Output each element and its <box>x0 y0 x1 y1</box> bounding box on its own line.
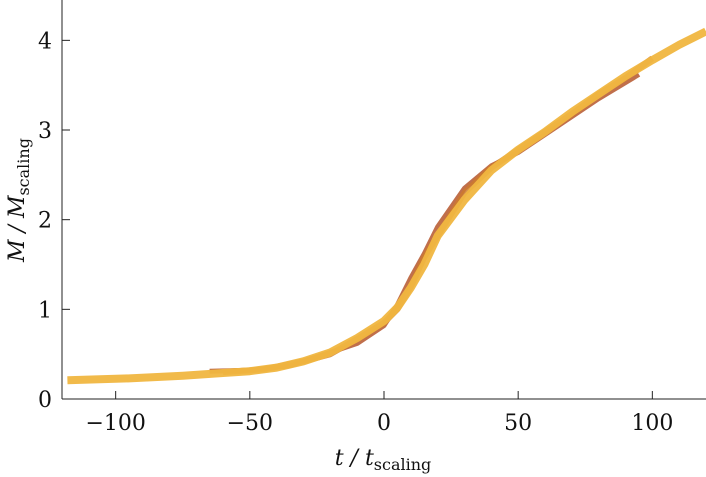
x-ticks: −100 −50 0 50 100 <box>85 391 673 436</box>
x-tick-label: −50 <box>227 411 273 436</box>
series-line-3 <box>67 27 706 385</box>
y-ticks: 0 1 2 3 4 <box>38 29 70 413</box>
x-tick-label: 50 <box>504 411 532 436</box>
x-tick-label: −100 <box>85 411 145 436</box>
y-axis-label: M / Mscaling <box>5 138 33 263</box>
series-line-1 <box>209 72 641 374</box>
y-tick-label: 3 <box>38 119 52 144</box>
plot-frame <box>61 0 706 400</box>
series-group <box>67 27 706 385</box>
y-tick-label: 2 <box>38 209 52 234</box>
y-axis-label-sub: scaling <box>14 138 33 196</box>
y-tick-label: 0 <box>38 388 52 413</box>
x-tick-label: 0 <box>377 411 391 436</box>
y-tick-label: 1 <box>38 298 52 323</box>
x-axis-label-sub: scaling <box>374 455 432 474</box>
y-axis-label-main: M / M <box>5 195 30 263</box>
x-axis-label-main: t / t <box>335 446 374 471</box>
y-tick-label: 4 <box>38 29 52 54</box>
x-axis-label: t / tscaling <box>335 446 432 474</box>
x-tick-label: 100 <box>631 411 673 436</box>
